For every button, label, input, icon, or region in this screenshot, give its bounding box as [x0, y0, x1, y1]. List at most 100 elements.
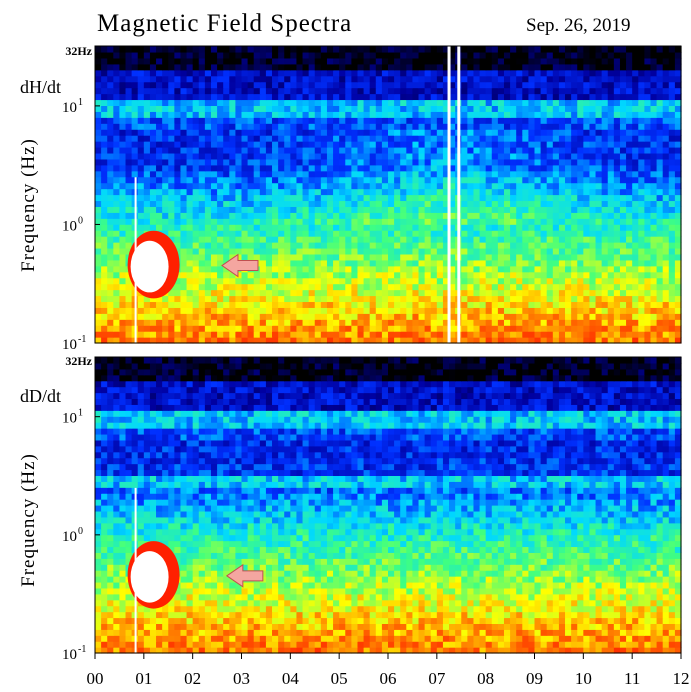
spectrogram-cell: [357, 63, 365, 71]
spectrogram-cell: [278, 194, 285, 202]
spectrogram-cell: [607, 313, 615, 320]
spectrogram-cell: [540, 325, 548, 332]
spectrogram-cell: [137, 123, 145, 130]
spectrogram-cell: [400, 46, 407, 53]
spectrogram-cell: [272, 63, 279, 71]
spectrogram-cell: [473, 641, 481, 648]
spectrogram-cell: [320, 277, 328, 285]
spectrogram-cell: [339, 307, 346, 314]
spectrogram-cell: [308, 117, 316, 124]
spectrogram-cell: [320, 218, 328, 225]
spectrogram-cell: [186, 283, 194, 291]
spectrogram-cell: [656, 141, 664, 148]
spectrogram-cell: [430, 182, 438, 190]
spectrogram-cell: [656, 194, 664, 202]
spectrogram-cell: [210, 75, 218, 83]
spectrogram-cell: [119, 265, 127, 273]
spectrogram-cell: [516, 289, 523, 297]
spectrogram-cell: [210, 295, 218, 303]
spectrogram-cell: [528, 230, 536, 237]
spectrogram-cell: [662, 51, 670, 59]
spectrogram-cell: [412, 295, 420, 303]
spectrogram-cell: [491, 152, 499, 160]
y-tick-exponent: -1: [78, 334, 86, 345]
spectrogram-cell: [113, 93, 121, 101]
spectrogram-cell: [442, 129, 450, 136]
spectrogram-cell: [95, 105, 102, 112]
spectrogram-cell: [107, 93, 114, 101]
spectrogram-cell: [619, 301, 627, 308]
spectrogram-cell: [357, 319, 365, 326]
spectrogram-cell: [650, 242, 658, 249]
spectrogram-cell: [656, 182, 664, 190]
spectrogram-cell: [510, 277, 517, 285]
spectrogram-cell: [467, 641, 475, 648]
spectrogram-cell: [198, 259, 206, 267]
spectrogram-cell: [333, 259, 340, 267]
spectrogram-cell: [418, 141, 426, 148]
spectrogram-cell: [156, 75, 163, 83]
spectrogram-cell: [497, 206, 505, 213]
spectrogram-cell: [400, 63, 407, 71]
spectrogram-cell: [571, 123, 578, 130]
spectrogram-cell: [259, 63, 267, 71]
spectrogram-cell: [674, 247, 682, 255]
spectrogram-cell: [674, 230, 682, 237]
spectrogram-cell: [473, 325, 481, 332]
spectrogram-cell: [552, 242, 560, 249]
spectrogram-cell: [204, 57, 212, 65]
spectrogram-cell: [168, 51, 175, 59]
spectrogram-cell: [156, 307, 163, 314]
spectrogram-cell: [668, 283, 676, 291]
spectrogram-cell: [284, 319, 291, 326]
spectrogram-cell: [540, 146, 548, 154]
spectrogram-cell: [278, 158, 285, 166]
spectrogram-cell: [668, 265, 676, 273]
spectrogram-cell: [272, 46, 279, 53]
spectrogram-cell: [510, 170, 517, 178]
spectrogram-cell: [540, 135, 548, 142]
spectrogram-cell: [430, 141, 438, 148]
spectrogram-cell: [186, 265, 194, 273]
spectrogram-cell: [601, 259, 609, 267]
spectrogram-cell: [595, 146, 603, 154]
spectrogram-cell: [424, 647, 432, 654]
spectrogram-cell: [143, 152, 151, 160]
chart-date: Sep. 26, 2019: [526, 15, 631, 36]
spectrogram-cell: [180, 93, 188, 101]
spectrogram-cell: [345, 57, 352, 65]
spectrogram-cell: [406, 307, 414, 314]
spectrogram-cell: [119, 51, 127, 59]
spectrogram-cell: [186, 271, 194, 279]
spectrogram-cell: [644, 63, 652, 71]
spectrogram-cell: [119, 331, 127, 338]
spectrogram-cell: [613, 313, 621, 320]
spectrogram-cell: [485, 141, 493, 148]
spectrogram-cell: [351, 99, 359, 106]
spectrogram-cell: [546, 46, 554, 53]
spectrogram-cell: [369, 313, 377, 320]
spectrogram-cell: [388, 253, 395, 261]
spectrogram-cell: [235, 87, 243, 95]
spectrogram-cell: [668, 331, 676, 338]
spectrogram-cell: [272, 283, 279, 291]
spectrogram-cell: [186, 111, 194, 118]
spectrogram-cell: [247, 253, 255, 261]
spectrogram-cell: [436, 230, 444, 237]
spectrogram-cell: [259, 206, 267, 213]
spectrogram-cell: [272, 111, 279, 118]
spectrogram-cell: [388, 129, 395, 136]
spectrogram-cell: [326, 295, 334, 303]
spectrogram-cell: [540, 141, 548, 148]
spectrogram-cell: [546, 277, 554, 285]
spectrogram-cell: [662, 87, 670, 95]
spectrogram-cell: [412, 176, 420, 184]
spectrogram-cell: [326, 337, 334, 344]
spectrogram-cell: [247, 111, 255, 118]
spectrogram-cell: [217, 182, 224, 190]
spectrogram-cell: [503, 259, 511, 267]
spectrogram-cell: [259, 99, 267, 106]
spectrogram-cell: [394, 170, 401, 178]
spectrogram-cell: [107, 87, 114, 95]
spectrogram-cell: [156, 325, 163, 332]
